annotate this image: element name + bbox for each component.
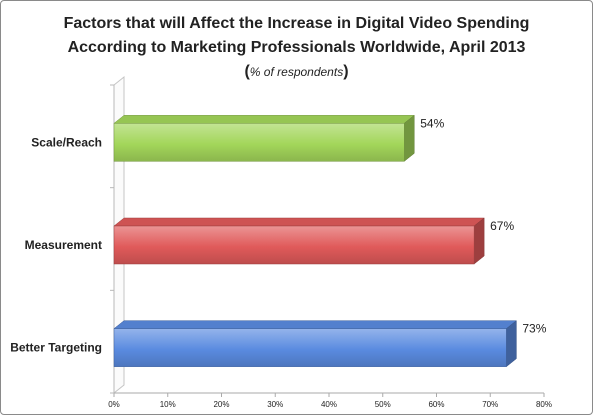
chart-labels: 54% Scale/Reach 67% Measurement 73% Better Ta… — [10, 116, 547, 354]
bar-end-face — [404, 114, 415, 162]
subtitle-text: % of respondents — [249, 65, 344, 79]
x-tick-label: 0% — [108, 400, 120, 409]
bar-measurement — [113, 217, 485, 265]
bar-better-targeting — [113, 320, 518, 368]
bar-top-face — [113, 320, 518, 329]
chart-title-line-1: Factors that will Affect the Increase in… — [63, 15, 530, 32]
x-tick-label: 50% — [375, 400, 391, 409]
x-tick-label: 10% — [160, 400, 176, 409]
bar-top-face — [113, 115, 415, 124]
bar-front-face — [113, 328, 507, 367]
category-label: Scale/Reach — [31, 135, 102, 149]
subtitle-open-paren: ( — [244, 63, 250, 80]
x-tick-label: 60% — [428, 400, 444, 409]
bar-front-face — [113, 123, 405, 162]
bar-end-face — [473, 217, 485, 265]
category-label: Measurement — [25, 238, 102, 252]
chart-subtitle: (% of respondents) — [1, 63, 592, 81]
bar-value-label: 73% — [522, 322, 546, 336]
bar-front-face — [113, 225, 475, 265]
bar-scale-reach — [113, 114, 415, 162]
chart-title-line-2: According to Marketing Professionals Wor… — [67, 39, 526, 56]
x-tick-label: 20% — [213, 400, 229, 409]
bar-value-label: 67% — [490, 219, 514, 233]
x-tick-label: 30% — [267, 400, 283, 409]
x-tick-label: 40% — [321, 400, 337, 409]
bar-end-face — [506, 320, 517, 368]
chart-bars — [113, 114, 518, 368]
category-label: Better Targeting — [10, 341, 102, 355]
x-tick-label: 80% — [536, 400, 552, 409]
bar-value-label: 54% — [420, 116, 444, 130]
bar-top-face — [113, 217, 485, 227]
x-tick-label: 70% — [482, 400, 498, 409]
subtitle-close-paren: ) — [343, 63, 349, 80]
